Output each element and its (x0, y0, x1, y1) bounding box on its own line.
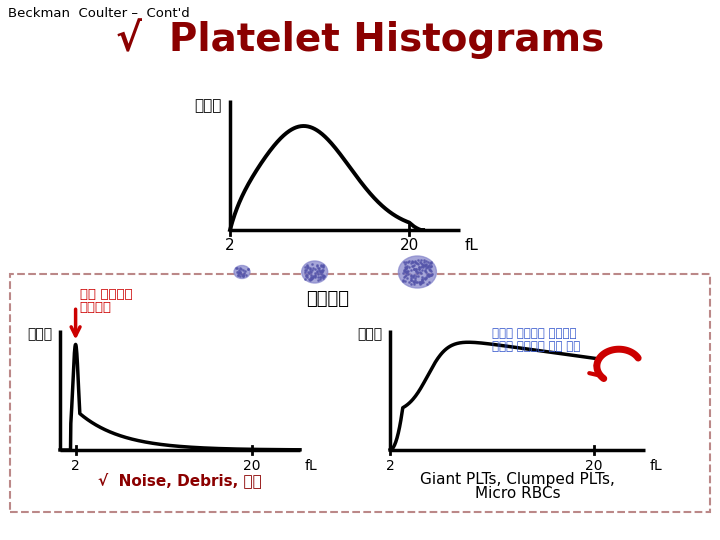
Text: Beckman  Coulter –  Cont'd: Beckman Coulter – Cont'd (8, 7, 190, 20)
Text: 20: 20 (243, 459, 261, 473)
Text: 정상분포: 정상분포 (306, 290, 349, 308)
Text: 작은 입자들의: 작은 입자들의 (80, 288, 132, 301)
Text: 해구수: 해구수 (194, 98, 222, 113)
Text: fL: fL (650, 459, 662, 473)
Ellipse shape (398, 256, 436, 288)
Ellipse shape (302, 261, 328, 283)
Text: 커다란 혐소판의 간섭으로: 커다란 혐소판의 간섭으로 (492, 327, 577, 340)
Text: √  Noise, Debris, 세균: √ Noise, Debris, 세균 (98, 472, 262, 488)
Text: fL: fL (465, 238, 479, 253)
Ellipse shape (234, 266, 250, 279)
Text: 간섭현상: 간섭현상 (80, 301, 112, 314)
Text: 해구수: 해구수 (357, 327, 382, 341)
Text: √  Platelet Histograms: √ Platelet Histograms (116, 18, 604, 59)
Text: 2: 2 (71, 459, 80, 473)
Text: 공선이 기준선에 당지 못함: 공선이 기준선에 당지 못함 (492, 340, 580, 353)
Text: 해구수: 해구수 (27, 327, 52, 341)
Text: Giant PLTs, Clumped PLTs,: Giant PLTs, Clumped PLTs, (420, 472, 615, 487)
Text: 2: 2 (225, 238, 235, 253)
Text: fL: fL (305, 459, 318, 473)
Text: 20: 20 (400, 238, 419, 253)
Text: Micro RBCs: Micro RBCs (474, 486, 560, 501)
Text: 2: 2 (386, 459, 395, 473)
Text: 20: 20 (585, 459, 603, 473)
Bar (10, 274, 710, 512)
